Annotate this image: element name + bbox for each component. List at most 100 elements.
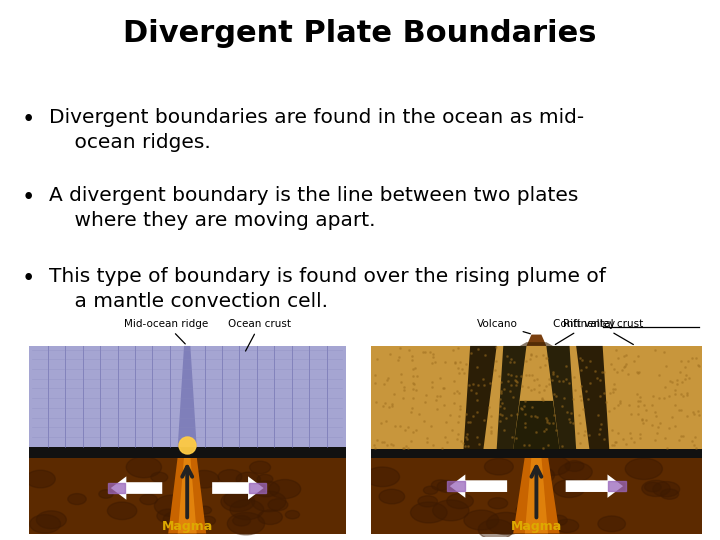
Circle shape bbox=[661, 489, 679, 500]
Point bbox=[684, 374, 696, 382]
Point bbox=[519, 423, 531, 431]
Point bbox=[536, 394, 547, 402]
Point bbox=[692, 360, 703, 369]
Point bbox=[557, 377, 569, 386]
Point bbox=[610, 438, 621, 447]
Point bbox=[676, 378, 688, 387]
Point bbox=[470, 389, 482, 397]
Point bbox=[575, 392, 586, 401]
Point bbox=[568, 373, 580, 382]
Circle shape bbox=[554, 480, 585, 497]
Point bbox=[622, 370, 634, 379]
Point bbox=[388, 390, 400, 399]
Point bbox=[427, 359, 438, 367]
Point bbox=[406, 352, 418, 361]
Point bbox=[496, 411, 508, 420]
Point bbox=[560, 362, 572, 370]
Point bbox=[663, 392, 675, 400]
Point bbox=[523, 355, 535, 364]
Point bbox=[505, 381, 516, 390]
Point bbox=[608, 441, 620, 449]
Point bbox=[457, 438, 469, 447]
Point bbox=[670, 401, 681, 409]
Point bbox=[582, 395, 594, 403]
Point bbox=[405, 436, 416, 445]
Circle shape bbox=[251, 491, 286, 512]
Point bbox=[456, 364, 467, 373]
Circle shape bbox=[269, 480, 301, 498]
Polygon shape bbox=[546, 346, 576, 449]
Polygon shape bbox=[513, 401, 559, 449]
Point bbox=[614, 399, 626, 407]
Point bbox=[633, 401, 644, 410]
Point bbox=[675, 390, 687, 399]
Point bbox=[454, 369, 465, 377]
Polygon shape bbox=[497, 346, 526, 449]
Point bbox=[533, 388, 544, 396]
Point bbox=[608, 364, 619, 373]
Point bbox=[580, 363, 592, 372]
Point bbox=[369, 441, 380, 449]
Circle shape bbox=[379, 489, 405, 504]
Point bbox=[424, 348, 436, 356]
Point bbox=[598, 367, 610, 376]
Point bbox=[596, 367, 608, 376]
Point bbox=[506, 433, 518, 441]
Point bbox=[370, 398, 382, 407]
Point bbox=[688, 410, 700, 418]
Point bbox=[553, 376, 564, 385]
Point bbox=[409, 363, 420, 372]
Point bbox=[472, 345, 484, 354]
Point bbox=[448, 389, 459, 397]
Point bbox=[444, 411, 456, 420]
Point bbox=[654, 370, 665, 379]
Text: •: • bbox=[22, 186, 35, 210]
Point bbox=[680, 370, 692, 379]
Point bbox=[420, 434, 432, 442]
Point bbox=[608, 385, 619, 394]
Point bbox=[653, 394, 665, 402]
Point bbox=[564, 418, 576, 427]
Point bbox=[541, 354, 553, 362]
Point bbox=[494, 402, 505, 411]
Point bbox=[681, 411, 693, 420]
Point bbox=[451, 387, 462, 395]
Polygon shape bbox=[249, 483, 266, 493]
Point bbox=[454, 404, 466, 413]
Point bbox=[541, 416, 553, 424]
Text: Rift valley: Rift valley bbox=[555, 319, 615, 345]
Point bbox=[500, 414, 511, 423]
Point bbox=[536, 395, 548, 404]
Point bbox=[575, 381, 587, 390]
Point bbox=[392, 356, 404, 364]
Point bbox=[557, 402, 568, 410]
Point bbox=[510, 378, 522, 387]
Circle shape bbox=[30, 515, 60, 533]
Point bbox=[679, 374, 690, 383]
Point bbox=[547, 419, 559, 428]
Point bbox=[552, 371, 563, 380]
Point bbox=[460, 360, 472, 368]
Point bbox=[385, 440, 397, 449]
Point bbox=[623, 401, 634, 409]
Point bbox=[498, 425, 510, 434]
Point bbox=[621, 440, 632, 449]
Point bbox=[681, 390, 693, 399]
Point bbox=[666, 413, 678, 421]
Point bbox=[455, 437, 467, 445]
Point bbox=[386, 400, 397, 409]
Circle shape bbox=[221, 491, 255, 512]
Point bbox=[494, 409, 505, 418]
Point bbox=[575, 439, 586, 448]
Point bbox=[551, 392, 562, 401]
Point bbox=[670, 422, 681, 430]
Circle shape bbox=[200, 516, 215, 525]
Point bbox=[548, 390, 559, 399]
Point bbox=[521, 371, 532, 380]
Point bbox=[519, 418, 531, 427]
Point bbox=[543, 375, 554, 383]
Point bbox=[407, 384, 418, 393]
Point bbox=[516, 381, 528, 390]
Circle shape bbox=[218, 470, 242, 484]
Polygon shape bbox=[520, 342, 553, 346]
